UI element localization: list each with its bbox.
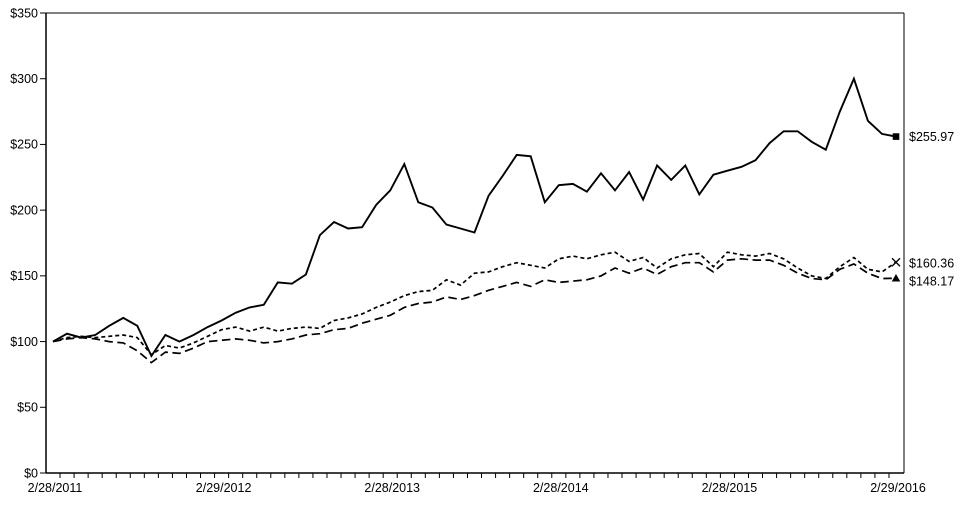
y-axis: $0 $50 $100 $150 $200 $250 $300 $350: [10, 6, 46, 480]
series-lines: [52, 76, 897, 364]
y-tick-label: $50: [17, 401, 38, 415]
solid-line: [52, 76, 897, 358]
x-tick-label: 2/28/2011: [28, 481, 83, 495]
series-end-labels: $255.97 $160.36 $148.17: [909, 130, 954, 288]
x-axis: 2/28/2011 2/29/2012 2/28/2013 2/28/2014 2/28…: [28, 473, 926, 495]
long-dash-line: [52, 257, 897, 364]
y-tick-label: $350: [10, 6, 38, 20]
y-tick-label: $0: [24, 466, 38, 480]
plot-frame: [45, 12, 905, 474]
short-dash-line: [52, 251, 897, 356]
y-tick-label: $300: [10, 72, 38, 86]
x-tick-label: 2/29/2016: [870, 481, 926, 495]
x-tick-label: 2/28/2013: [364, 481, 420, 495]
y-tick-label: $100: [10, 335, 38, 349]
end-value-label: $160.36: [909, 257, 954, 271]
x-tick-label: 2/28/2015: [702, 481, 758, 495]
y-tick-label: $200: [10, 203, 38, 217]
y-tick-label: $250: [10, 138, 38, 152]
end-marker-x: [891, 257, 901, 267]
y-tick-label: $150: [10, 269, 38, 283]
series-end-markers: [891, 133, 901, 282]
x-tick-label: 2/28/2014: [533, 481, 589, 495]
end-marker-triangle: [891, 273, 901, 282]
end-value-label: $255.97: [909, 130, 954, 144]
x-tick-label: 2/29/2012: [196, 481, 252, 495]
end-value-label: $148.17: [909, 274, 954, 288]
end-marker-square: [892, 133, 900, 140]
